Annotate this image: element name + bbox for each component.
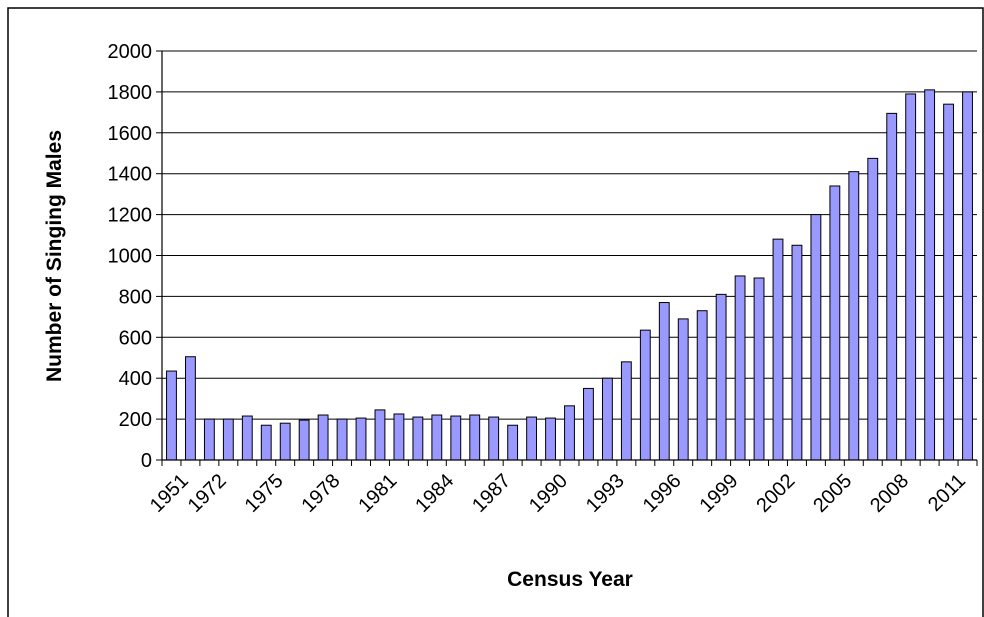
bar [166, 370, 177, 461]
bar [393, 413, 405, 461]
bar [791, 244, 803, 461]
y-tick-label: 1000 [108, 246, 153, 268]
bar [848, 171, 860, 461]
bar [507, 424, 519, 461]
bar [715, 293, 727, 461]
y-tick-label: 1600 [108, 123, 153, 145]
bar [260, 424, 272, 461]
bar [374, 409, 386, 461]
bar [734, 275, 746, 461]
y-tick-label: 1400 [108, 164, 153, 186]
bar [469, 414, 481, 461]
bar [450, 415, 462, 461]
bar [222, 418, 234, 461]
y-tick-label: 1200 [108, 205, 153, 227]
bar [962, 91, 973, 461]
bar [943, 103, 954, 461]
bar [753, 277, 765, 461]
bars [166, 89, 973, 461]
bar [867, 157, 879, 461]
y-tick-label: 400 [119, 368, 152, 390]
bar [583, 387, 594, 461]
bar [298, 419, 310, 461]
bar [203, 418, 215, 461]
y-tick-label: 800 [119, 286, 152, 308]
y-tick-label: 200 [119, 409, 152, 431]
y-tick-labels: 0 200 400 600 800 1000 1200 1400 1600 1800 2000 [108, 41, 153, 472]
x-axis-title: Census Year [507, 568, 633, 591]
bar [829, 185, 841, 461]
bar [412, 416, 424, 461]
bar [905, 93, 917, 461]
bar [279, 422, 291, 461]
bar [772, 238, 784, 461]
bar [431, 414, 443, 461]
y-tick-label: 1800 [108, 82, 153, 104]
bar [564, 405, 575, 461]
bar [355, 417, 367, 461]
bar [658, 302, 670, 461]
bar [677, 318, 689, 461]
bar [241, 415, 253, 461]
bar [620, 361, 632, 461]
bar [317, 414, 329, 461]
bar [526, 416, 538, 461]
bar [886, 112, 898, 461]
bar [185, 356, 196, 461]
bar [336, 418, 348, 461]
bar [545, 417, 556, 461]
y-tick-label: 0 [141, 450, 152, 472]
y-tick-label: 600 [119, 327, 152, 349]
y-tick-label: 2000 [108, 41, 153, 63]
bar [696, 310, 708, 461]
bar [488, 416, 500, 461]
bar [601, 377, 613, 461]
axes [156, 50, 978, 466]
y-axis-title: Number of Singing Males [43, 130, 66, 382]
bar [639, 329, 651, 461]
bar [924, 89, 936, 461]
bar [810, 214, 822, 461]
